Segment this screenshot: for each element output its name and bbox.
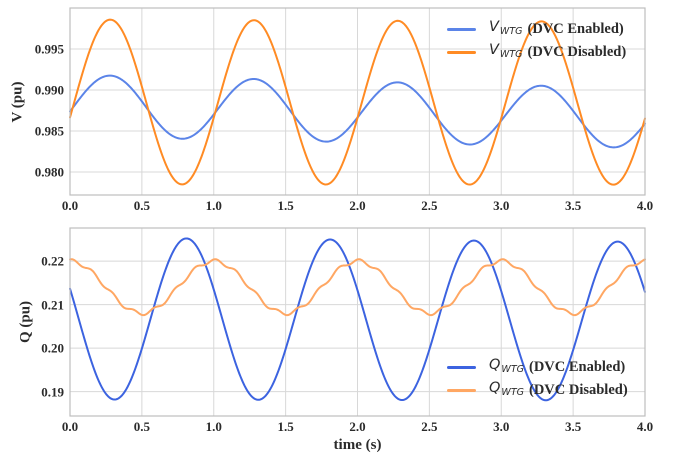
legend-series-symbol: QWTG — [489, 358, 524, 377]
axes-border — [69, 7, 646, 196]
legend-var: Q — [489, 380, 501, 396]
y-tick-label: 0.21 — [41, 297, 64, 313]
curve-voltage-subplot-1 — [69, 18, 646, 186]
legend-series-symbol: VWTG — [489, 20, 522, 39]
x-tick-label: 3.5 — [565, 198, 582, 213]
legend-series-symbol: QWTG — [489, 381, 524, 400]
x-tick-label: 1.0 — [205, 419, 222, 434]
y-tick-label: 0.19 — [41, 384, 64, 400]
legend-label-text: (DVC Disabled) — [528, 382, 628, 398]
curve-reactive-power-subplot-1 — [69, 258, 646, 317]
axes-border — [69, 227, 646, 417]
x-tick-label: 3.0 — [493, 198, 510, 213]
legend-subscript: WTG — [499, 26, 523, 37]
legend-var: Q — [489, 357, 501, 373]
legend-line-swatch — [447, 28, 476, 31]
legend-line-swatch — [447, 366, 476, 369]
x-tick-label: 0.0 — [61, 419, 79, 434]
legend-subscript: WTG — [501, 387, 524, 398]
x-tick-label: 1.5 — [277, 198, 294, 213]
x-tick-label: 0.5 — [133, 419, 150, 434]
legend-line-swatch — [447, 389, 476, 392]
legend-series-symbol: VWTG — [489, 43, 522, 62]
curve-reactive-power-subplot-0 — [69, 237, 646, 402]
y-tick-label: 0.980 — [34, 164, 64, 180]
legend-line-swatch — [447, 51, 476, 54]
x-tick-label: 2.5 — [421, 198, 438, 213]
x-tick-label: 1.5 — [277, 419, 294, 434]
y-tick-label: 0.22 — [41, 253, 64, 269]
legend-label-text: (DVC Disabled) — [527, 44, 627, 60]
legend-entry: QWTG (DVC Enabled) — [447, 356, 628, 379]
y-tick-label: 0.995 — [34, 41, 64, 57]
x-tick-label: 2.5 — [421, 419, 438, 434]
x-tick-label: 3.0 — [493, 419, 510, 434]
x-tick-label: 1.0 — [205, 198, 222, 213]
legend-var: V — [489, 19, 499, 35]
legend-entry: QWTG (DVC Disabled) — [447, 379, 628, 402]
y-tick-label: 0.20 — [41, 340, 64, 356]
x-tick-label: 2.0 — [349, 419, 366, 434]
legend-reactive-power: QWTG (DVC Enabled) QWTG (DVC Disabled) — [447, 356, 628, 402]
x-axis-label-time: time (s) — [333, 437, 382, 453]
x-tick-label: 0.5 — [133, 198, 150, 213]
y-tick-label: 0.985 — [34, 123, 64, 139]
legend-entry: VWTG (DVC Enabled) — [447, 18, 626, 41]
legend-var: V — [489, 42, 499, 58]
legend-subscript: WTG — [501, 364, 524, 375]
x-tick-label: 0.0 — [61, 198, 79, 213]
legend-subscript: WTG — [499, 49, 523, 60]
x-tick-label: 4.0 — [636, 198, 654, 213]
legend-voltage: VWTG (DVC Enabled) VWTG (DVC Disabled) — [447, 18, 626, 64]
x-tick-label: 3.5 — [565, 419, 582, 434]
x-tick-label: 2.0 — [349, 198, 366, 213]
y-tick-label: 0.990 — [34, 82, 64, 98]
x-tick-label: 4.0 — [636, 419, 654, 434]
legend-label-text: (DVC Enabled) — [528, 359, 626, 375]
legend-label-text: (DVC Enabled) — [527, 21, 624, 37]
legend-entry: VWTG (DVC Disabled) — [447, 41, 626, 64]
